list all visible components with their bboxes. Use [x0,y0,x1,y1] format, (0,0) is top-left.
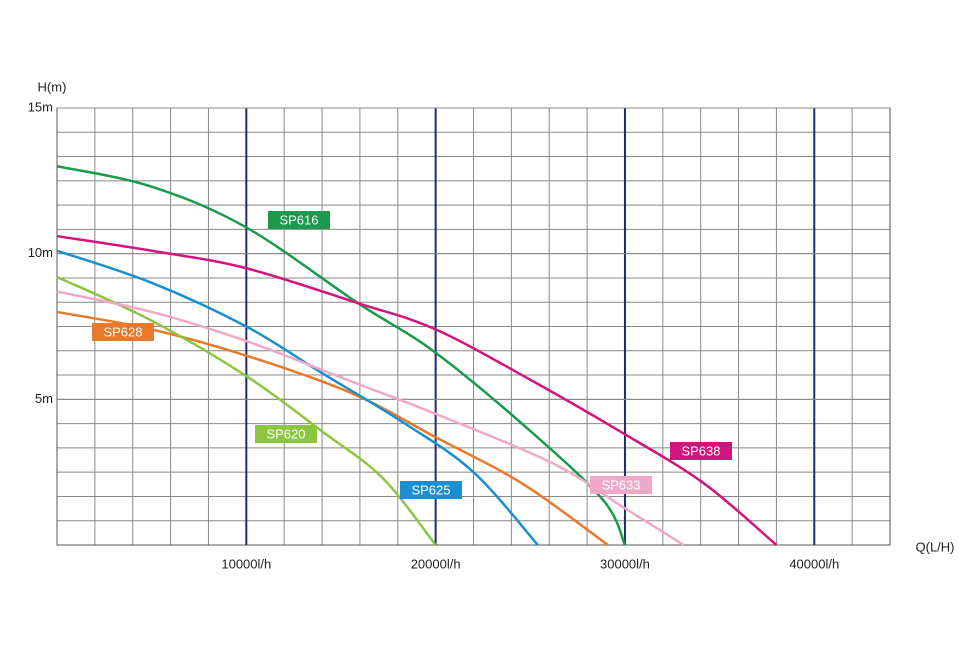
y-tick-label: 10m [28,245,53,260]
series-line [56,249,539,546]
series-label: SP633 [601,477,640,492]
series-label-box [255,425,317,443]
series-line [56,275,437,546]
series-label-box [268,211,330,229]
series-label: SP638 [681,443,720,458]
y-tick-label: 5m [35,391,53,406]
x-tick-label: 40000l/h [789,556,839,571]
series-label: SP620 [266,426,305,441]
series-line [56,290,685,547]
y-axis-label: H(m) [38,79,67,94]
series-label: SP628 [103,324,142,339]
series-label-box [92,323,154,341]
series-label-box [590,476,652,494]
x-tick-label: 20000l/h [411,556,461,571]
y-tick-label: 15m [28,99,53,114]
series-line [56,165,627,546]
series-line [56,234,778,546]
series-label-box [400,481,462,499]
x-tick-label: 30000l/h [600,556,650,571]
series-label: SP616 [279,212,318,227]
series-label: SP625 [411,482,450,497]
series-line [56,310,609,547]
series-label-box [670,442,732,460]
x-tick-label: 10000l/h [221,556,271,571]
x-axis-label: Q(L/H) [916,539,955,554]
